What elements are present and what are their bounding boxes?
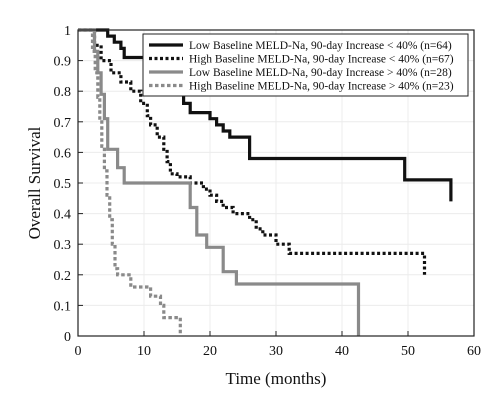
y-tick-label: 0.8 — [54, 85, 72, 100]
legend: Low Baseline MELD-Na, 90-day Increase < … — [142, 33, 469, 97]
x-tick-label: 50 — [401, 344, 415, 359]
y-tick-label: 0.5 — [54, 177, 72, 192]
x-tick-label: 0 — [75, 344, 82, 359]
legend-box — [142, 33, 469, 97]
legend-label-3: Low Baseline MELD-Na, 90-day Increase > … — [189, 67, 452, 79]
x-tick-label: 10 — [137, 344, 151, 359]
legend-label-4: High Baseline MELD-Na, 90-day Increase >… — [189, 81, 454, 93]
y-tick-label: 0.4 — [54, 208, 72, 223]
y-tick-label: 0.9 — [54, 55, 72, 70]
series-line-2 — [78, 28, 427, 275]
series-line-4 — [78, 28, 182, 336]
y-axis-title: Overall Survival — [25, 126, 44, 239]
legend-label-1: Low Baseline MELD-Na, 90-day Increase < … — [189, 40, 452, 52]
y-tick-label: 0.6 — [54, 146, 72, 161]
x-tick-label: 20 — [203, 344, 217, 359]
x-tick-label: 30 — [269, 344, 283, 359]
axis-ticks: 0 10 20 30 40 50 60 0 0.1 0.2 0.3 0.4 0.5 0.6 0.7 0.8 0.… — [54, 24, 482, 359]
x-axis-title: Time (months) — [226, 369, 327, 388]
y-tick-label: 0.3 — [54, 238, 72, 253]
y-tick-label: 0 — [64, 330, 71, 345]
y-tick-label: 0.7 — [54, 116, 72, 131]
legend-label-2: High Baseline MELD-Na, 90-day Increase <… — [189, 54, 454, 66]
y-tick-label: 0.2 — [54, 269, 72, 284]
y-tick-label: 1 — [64, 24, 71, 39]
y-tick-label: 0.1 — [54, 299, 72, 314]
x-tick-label: 60 — [467, 344, 481, 359]
x-tick-label: 40 — [335, 344, 349, 359]
